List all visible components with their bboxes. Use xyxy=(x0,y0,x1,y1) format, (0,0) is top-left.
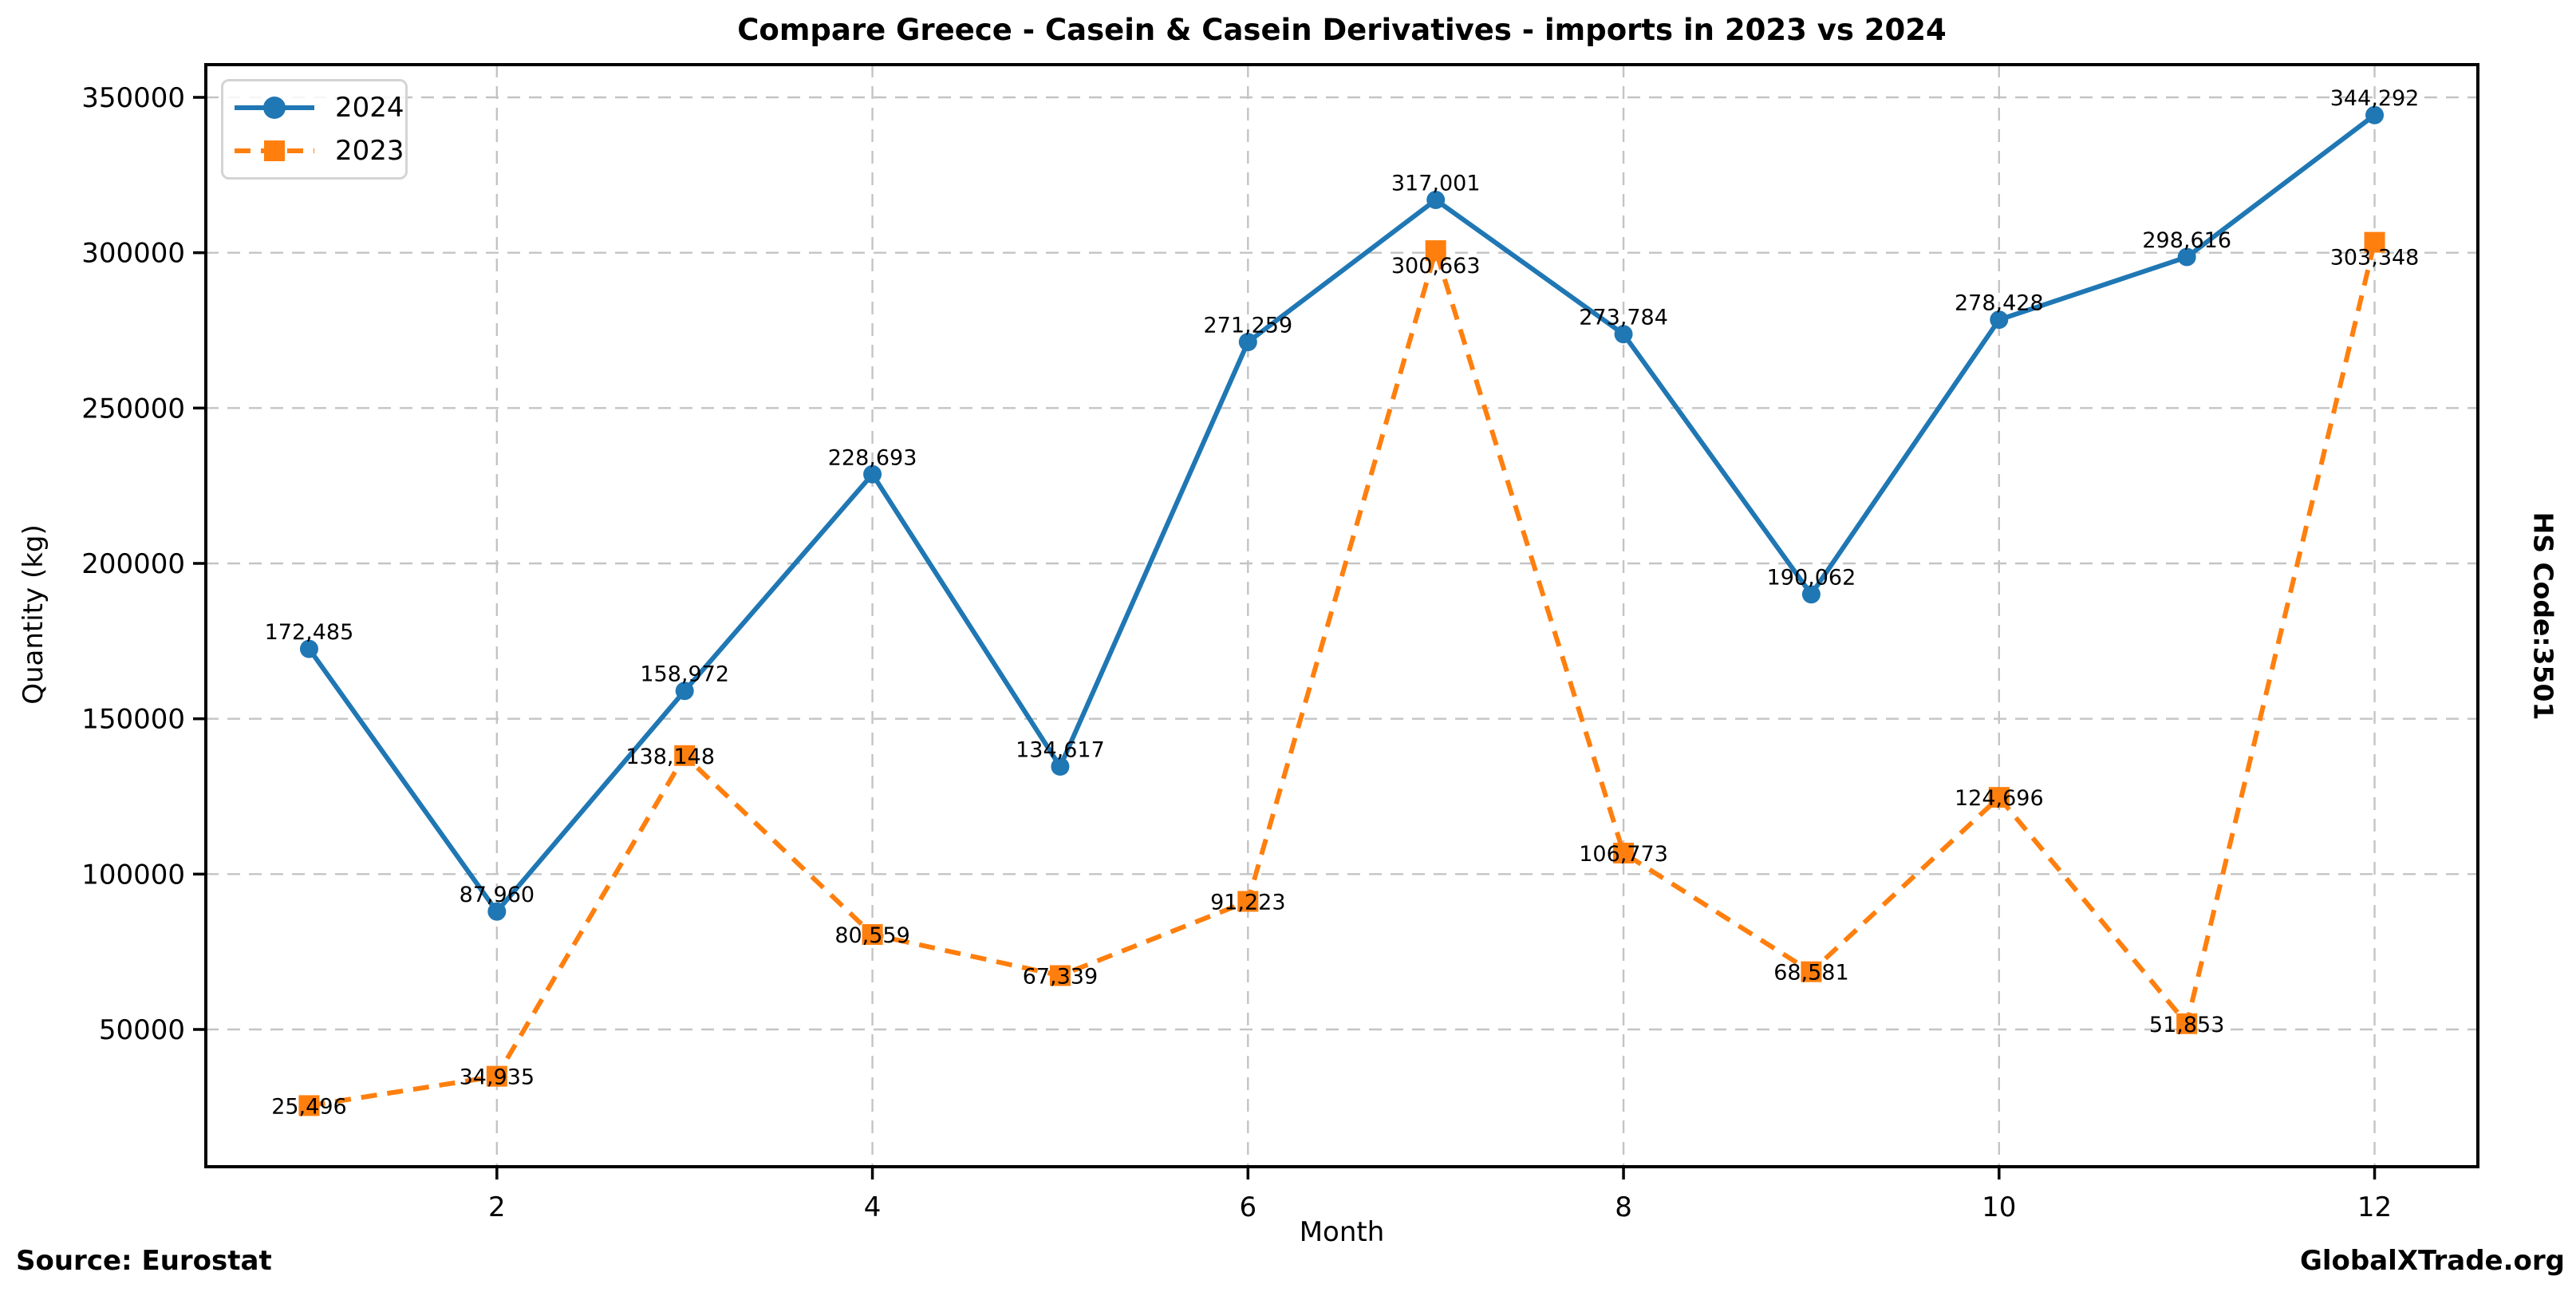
data-point-2024-m1 xyxy=(299,639,318,658)
data-label-2023-m6: 91,223 xyxy=(1210,891,1285,915)
y-tick-label: 200000 xyxy=(81,548,185,580)
data-point-2023-m4 xyxy=(862,924,883,946)
data-label-2023-m9: 68,581 xyxy=(1773,961,1848,986)
hs-code-label: HS Code:3501 xyxy=(2527,512,2559,721)
data-label-2024-m8: 273,784 xyxy=(1579,306,1668,330)
data-point-2024-m4 xyxy=(863,464,882,484)
data-point-2024-m2 xyxy=(487,902,507,921)
data-point-2024-m7 xyxy=(1426,190,1446,209)
legend-label-2023: 2023 xyxy=(335,135,404,167)
data-label-2024-m4: 228,693 xyxy=(828,445,917,470)
legend-line-circle-icon xyxy=(235,97,314,119)
data-point-2023-m10 xyxy=(1988,787,2010,808)
data-label-2024-m1: 172,485 xyxy=(265,620,354,645)
data-point-2024-m9 xyxy=(1801,585,1821,604)
brand-note: GlobalXTrade.org xyxy=(2299,1245,2565,1277)
data-point-2024-m6 xyxy=(1238,333,1257,352)
series-line-2024 xyxy=(307,113,2377,915)
chart-title: Compare Greece - Casein & Casein Derivat… xyxy=(737,13,1947,47)
x-tick-label: 12 xyxy=(2357,1191,2392,1223)
y-tick-label: 150000 xyxy=(81,704,185,736)
data-point-2024-m11 xyxy=(2177,247,2196,267)
y-tick-label: 50000 xyxy=(99,1014,185,1046)
y-tick-label: 100000 xyxy=(81,859,185,891)
data-label-2023-m10: 124,696 xyxy=(1955,786,2044,811)
data-label-2024-m2: 87,960 xyxy=(460,883,535,907)
legend: 2024 2023 xyxy=(221,79,408,180)
x-axis-label: Month xyxy=(1299,1216,1385,1248)
y-tick-label: 250000 xyxy=(81,393,185,425)
x-tick-label: 2 xyxy=(488,1191,506,1223)
legend-dashed-square-icon xyxy=(235,140,314,161)
data-point-2023-m12 xyxy=(2364,231,2385,253)
data-label-2024-m5: 134,617 xyxy=(1016,738,1105,763)
x-tick-label: 6 xyxy=(1239,1191,1256,1223)
data-point-2024-m12 xyxy=(2365,105,2385,124)
data-point-2023-m7 xyxy=(1425,240,1446,262)
legend-entry-2024: 2024 xyxy=(233,92,405,124)
data-point-2024-m8 xyxy=(1614,325,1633,344)
data-point-2023-m3 xyxy=(674,745,696,766)
data-point-2023-m1 xyxy=(298,1095,320,1116)
data-label-2023-m1: 25,496 xyxy=(271,1094,346,1119)
legend-entry-2023: 2023 xyxy=(233,135,405,167)
data-label-2024-m9: 190,062 xyxy=(1767,566,1856,591)
source-note: Source: Eurostat xyxy=(16,1245,272,1277)
data-point-2023-m11 xyxy=(2176,1013,2198,1034)
data-label-2024-m11: 298,616 xyxy=(2142,228,2231,253)
plot-spines xyxy=(204,63,2479,1168)
data-label-2023-m7: 300,663 xyxy=(1391,254,1481,279)
legend-label-2024: 2024 xyxy=(335,92,404,124)
x-tick-label: 10 xyxy=(1982,1191,2016,1223)
data-label-2024-m12: 344,292 xyxy=(2330,86,2420,111)
y-axis-label: Quantity (kg) xyxy=(18,524,49,705)
data-point-2023-m2 xyxy=(486,1065,507,1087)
data-point-2024-m5 xyxy=(1051,757,1070,776)
data-point-2024-m10 xyxy=(1990,310,2009,330)
data-label-2023-m4: 80,559 xyxy=(834,923,909,948)
data-label-2023-m3: 138,148 xyxy=(625,745,715,769)
data-label-2023-m12: 303,348 xyxy=(2330,246,2420,271)
data-point-2024-m3 xyxy=(675,682,694,701)
y-tick-label: 300000 xyxy=(81,238,185,270)
y-tick-label: 350000 xyxy=(81,82,185,114)
data-label-2024-m7: 317,001 xyxy=(1391,171,1481,196)
data-point-2023-m5 xyxy=(1049,965,1071,986)
series-line-2023 xyxy=(309,241,2377,1108)
data-point-2023-m6 xyxy=(1237,891,1259,912)
data-label-2024-m6: 271,259 xyxy=(1203,314,1292,338)
data-point-2023-m9 xyxy=(1801,961,1822,982)
x-tick-label: 8 xyxy=(1615,1191,1632,1223)
data-label-2023-m8: 106,773 xyxy=(1579,842,1668,867)
data-label-2023-m5: 67,339 xyxy=(1023,964,1098,989)
x-tick-label: 4 xyxy=(864,1191,882,1223)
data-label-2024-m10: 278,428 xyxy=(1955,291,2044,316)
data-point-2023-m8 xyxy=(1613,842,1635,863)
data-label-2023-m11: 51,853 xyxy=(2149,1013,2224,1037)
data-label-2023-m2: 34,935 xyxy=(460,1065,535,1090)
data-label-2024-m3: 158,972 xyxy=(640,662,729,687)
